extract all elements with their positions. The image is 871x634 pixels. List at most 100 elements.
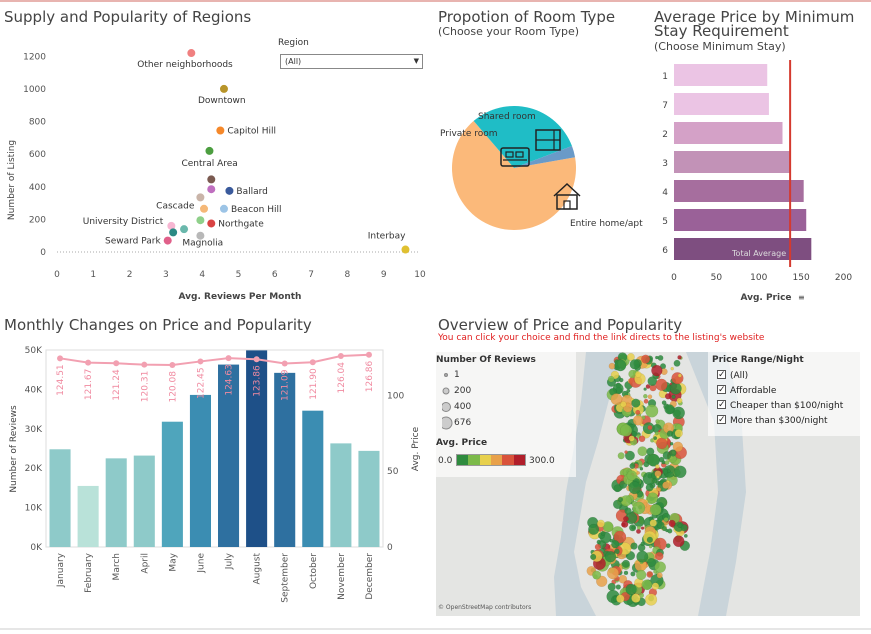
price-point xyxy=(225,355,232,362)
region-filter-dropdown[interactable]: (All) ▼ xyxy=(280,54,423,69)
listing-marker xyxy=(664,393,672,400)
month-label: October xyxy=(309,553,319,589)
scatter-point xyxy=(167,221,176,230)
listing-marker xyxy=(592,570,602,580)
x-axis-label: Avg. Price xyxy=(740,293,791,303)
listing-marker xyxy=(647,394,653,400)
price-point xyxy=(365,351,372,358)
point-label: Magnolia xyxy=(182,239,223,249)
listing-marker xyxy=(652,478,658,484)
listing-marker xyxy=(626,353,635,361)
minstay-bar-chart[interactable]: 1 7 2 3 4 5 6 Total Average 0 50 100 150 200 Avg. Pri… xyxy=(652,56,866,306)
listing-marker xyxy=(672,535,685,548)
month-label: June xyxy=(196,553,206,574)
checkbox-checked-icon[interactable] xyxy=(717,368,726,383)
y-tick-label: 1000 xyxy=(23,85,46,95)
review-bar xyxy=(246,350,268,547)
review-bar xyxy=(49,449,71,547)
monthly-panel-title: Monthly Changes on Price and Popularity xyxy=(4,316,312,334)
room-panel-title: Propotion of Room Type xyxy=(438,8,616,26)
listing-marker xyxy=(654,551,664,561)
listing-marker xyxy=(663,517,669,523)
price-point xyxy=(141,361,148,368)
monthly-combo-chart[interactable]: 0K 10K 20K 30K 40K 50K 0 50 100 Number of Reviews… xyxy=(0,338,432,626)
y-tick-label: 1200 xyxy=(23,52,46,62)
price-range-option-all[interactable]: (All) xyxy=(717,368,843,384)
reviews-legend-title: Number Of Reviews xyxy=(436,355,536,365)
price-label: 120.08 xyxy=(168,371,178,403)
listing-marker xyxy=(666,430,674,437)
price-point xyxy=(309,359,316,366)
price-range-option-cheap[interactable]: Cheaper than $100/night xyxy=(717,398,843,414)
listing-marker xyxy=(607,582,616,591)
point-label: Interbay xyxy=(368,232,406,242)
listing-marker xyxy=(588,523,600,535)
point-label: Ballard xyxy=(236,187,267,197)
listing-marker xyxy=(594,543,602,551)
listing-marker xyxy=(677,523,683,529)
scatter-point xyxy=(225,186,234,195)
price-label: 123.86 xyxy=(253,365,263,397)
checkbox-checked-icon[interactable] xyxy=(717,398,726,413)
x-tick-label: 0 xyxy=(54,270,60,280)
reviews-legend-400: 400 xyxy=(454,402,472,412)
room-type-pie-chart[interactable]: Entire home/apt Private room Shared room xyxy=(436,90,650,240)
listing-marker xyxy=(646,557,656,567)
map-canvas[interactable] xyxy=(436,352,860,616)
listing-marker xyxy=(666,469,671,474)
listing-marker xyxy=(677,373,682,378)
reviews-legend-676: 676 xyxy=(454,418,472,428)
listing-marker xyxy=(636,569,647,581)
listing-marker xyxy=(656,475,660,479)
region-filter-value: (All) xyxy=(285,57,302,66)
bottom-divider-line xyxy=(0,628,871,630)
listing-marker xyxy=(613,484,622,493)
month-label: March xyxy=(112,553,122,580)
price-label: 121.09 xyxy=(281,369,291,401)
review-bar xyxy=(330,443,352,547)
price-range-title: Price Range/Night xyxy=(712,355,804,365)
listing-map[interactable]: Number Of Reviews 1 200 400 676 Avg. Pri… xyxy=(436,352,860,616)
scatter-point xyxy=(196,193,205,202)
month-label: September xyxy=(281,553,291,603)
point-label: Downtown xyxy=(198,96,246,106)
price-scale-swatch xyxy=(479,455,491,465)
listing-marker xyxy=(646,536,654,543)
listing-marker xyxy=(628,435,635,442)
y-axis-label: Number of Reviews xyxy=(9,405,19,493)
y-tick-label: 40K xyxy=(25,385,43,395)
listing-marker xyxy=(661,526,667,532)
month-label: January xyxy=(56,552,66,588)
reviews-legend-1: 1 xyxy=(454,370,460,380)
listing-marker xyxy=(617,496,624,503)
listing-marker xyxy=(624,450,635,461)
x-tick-label: 4 xyxy=(199,270,205,280)
price-range-option-expensive[interactable]: More than $300/night xyxy=(717,413,843,429)
listing-marker xyxy=(604,550,617,563)
listing-marker xyxy=(636,525,641,530)
checkbox-checked-icon[interactable] xyxy=(717,383,726,398)
minstay-subtitle: (Choose Minimum Stay) xyxy=(654,40,786,53)
pie-slice xyxy=(473,106,572,168)
month-label: August xyxy=(253,553,263,585)
point-label: Capitol Hill xyxy=(227,127,276,137)
supply-scatter-chart[interactable]: 0 200 400 600 800 1000 1200 0 1 2 3 4 5 6 7 8 9 10 Avg. Re… xyxy=(0,30,430,310)
listing-marker xyxy=(651,582,660,590)
listing-marker xyxy=(667,528,673,534)
price-point xyxy=(281,360,288,367)
listing-marker xyxy=(590,553,597,561)
listing-marker xyxy=(624,507,632,515)
reference-label: Total Average xyxy=(731,249,786,258)
price-scale-swatch xyxy=(457,455,469,465)
bed-icon xyxy=(500,147,530,167)
listing-marker xyxy=(670,366,674,371)
point-label: Cascade xyxy=(156,201,195,211)
sort-icon: ≡ xyxy=(798,293,805,302)
checkbox-checked-icon[interactable] xyxy=(717,413,726,428)
listing-marker xyxy=(646,571,654,578)
price-point xyxy=(113,360,120,367)
listing-marker xyxy=(596,519,605,528)
slice-label: Shared room xyxy=(478,112,536,122)
price-scale-swatch xyxy=(502,455,514,465)
price-range-option-affordable[interactable]: Affordable xyxy=(717,383,843,399)
